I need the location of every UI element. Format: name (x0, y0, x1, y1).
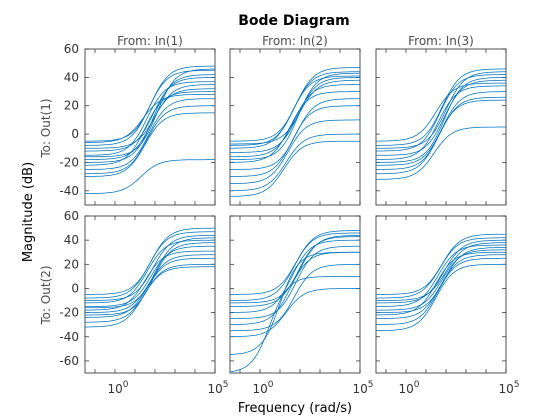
response-curve (376, 85, 506, 160)
response-curve (230, 84, 360, 158)
panel-out2-in3: 100 105 (375, 215, 520, 396)
panel-out1-in1: 60 40 20 0 -20 -40 (59, 42, 216, 206)
response-curve (376, 237, 506, 299)
y-tick-label: -40 (59, 184, 79, 198)
response-curve (85, 250, 216, 311)
y-tick-label: 40 (64, 233, 79, 247)
response-curve (376, 74, 506, 152)
response-curve (230, 140, 360, 197)
column-title-in3: From: In(3) (408, 34, 474, 48)
y-axis-label: Magnitude (dB) (21, 162, 36, 262)
response-curve (229, 105, 360, 177)
y-tick-label: 20 (64, 257, 79, 271)
response-curve (376, 82, 506, 142)
response-curve (85, 112, 216, 177)
y-tick-label: -60 (59, 354, 79, 368)
response-curve (230, 239, 360, 313)
response-curve (85, 69, 215, 146)
response-curve (85, 81, 215, 156)
response-curve (376, 247, 506, 313)
response-curve (229, 276, 360, 373)
chart-title: Bode Diagram (238, 13, 350, 29)
panel-frame (84, 215, 216, 374)
row-title-out2: To: Out(2) (39, 265, 53, 325)
response-curve (85, 68, 215, 158)
response-curve (230, 245, 360, 319)
response-curve (85, 98, 215, 170)
response-curve (230, 236, 360, 307)
response-curve (229, 251, 360, 355)
response-curve (376, 77, 506, 163)
response-curve (376, 257, 506, 325)
response-curve (229, 91, 360, 163)
y-tick-label: 60 (64, 42, 79, 56)
response-curve (85, 231, 216, 299)
response-curve (376, 126, 506, 180)
response-curve (376, 242, 507, 301)
x-axis-label: Frequency (rad/s) (238, 401, 352, 416)
y-tick-label: -40 (59, 330, 79, 344)
response-curve (376, 251, 506, 316)
panel-frame (229, 215, 361, 374)
response-curve (230, 119, 360, 184)
response-curve (85, 266, 215, 328)
response-curve (84, 237, 216, 309)
response-curve (230, 79, 360, 145)
x-tick-label: 105 (207, 380, 228, 396)
y-tick-label: -20 (59, 306, 79, 320)
panel-out1-in2 (229, 48, 361, 206)
response-curve (376, 71, 506, 149)
row-title-out1: To: Out(1) (39, 98, 53, 158)
response-curve (229, 288, 360, 338)
response-curve (376, 244, 506, 307)
x-tick-label: 105 (498, 380, 519, 396)
response-curve (230, 235, 360, 304)
response-curve (230, 264, 360, 332)
response-curve (376, 68, 506, 146)
response-curve (85, 245, 216, 307)
response-curve (85, 257, 215, 318)
response-curve (230, 75, 360, 149)
response-curve (85, 91, 215, 166)
x-tick-label: 100 (252, 380, 273, 396)
panel-out1-in3 (375, 48, 507, 206)
response-curve (376, 79, 506, 156)
response-curve (230, 133, 360, 192)
response-curve (376, 263, 506, 331)
x-tick-label: 100 (398, 380, 419, 396)
panel-frame (375, 215, 507, 374)
response-curve (85, 94, 215, 143)
response-curve (375, 249, 506, 311)
response-curve (230, 72, 360, 160)
response-curve (230, 232, 360, 301)
response-curve (85, 105, 215, 175)
y-tick-label: -20 (59, 155, 79, 169)
y-tick-label: 60 (64, 209, 79, 223)
response-curve (85, 242, 216, 316)
response-curve (85, 74, 215, 163)
y-tick-label: 0 (71, 127, 79, 141)
x-tick-label: 100 (107, 380, 128, 396)
column-title-in2: From: In(2) (262, 34, 328, 48)
response-curve (85, 239, 215, 304)
response-curve (85, 159, 215, 194)
response-curve (376, 239, 506, 304)
y-tick-label: 0 (71, 281, 79, 295)
y-tick-label: 20 (64, 99, 79, 113)
panel-frame (229, 48, 361, 206)
column-title-in1: From: In(1) (117, 34, 183, 48)
panel-out2-in2: 100 105 (229, 215, 374, 396)
response-curve (376, 99, 506, 175)
x-tick-label: 105 (352, 380, 373, 396)
panel-frame (84, 48, 216, 206)
panel-out2-in1: 60 40 20 0 -20 -40 -60 100 105 (59, 209, 228, 396)
response-curve (85, 77, 216, 152)
y-tick-label: 40 (64, 70, 79, 84)
